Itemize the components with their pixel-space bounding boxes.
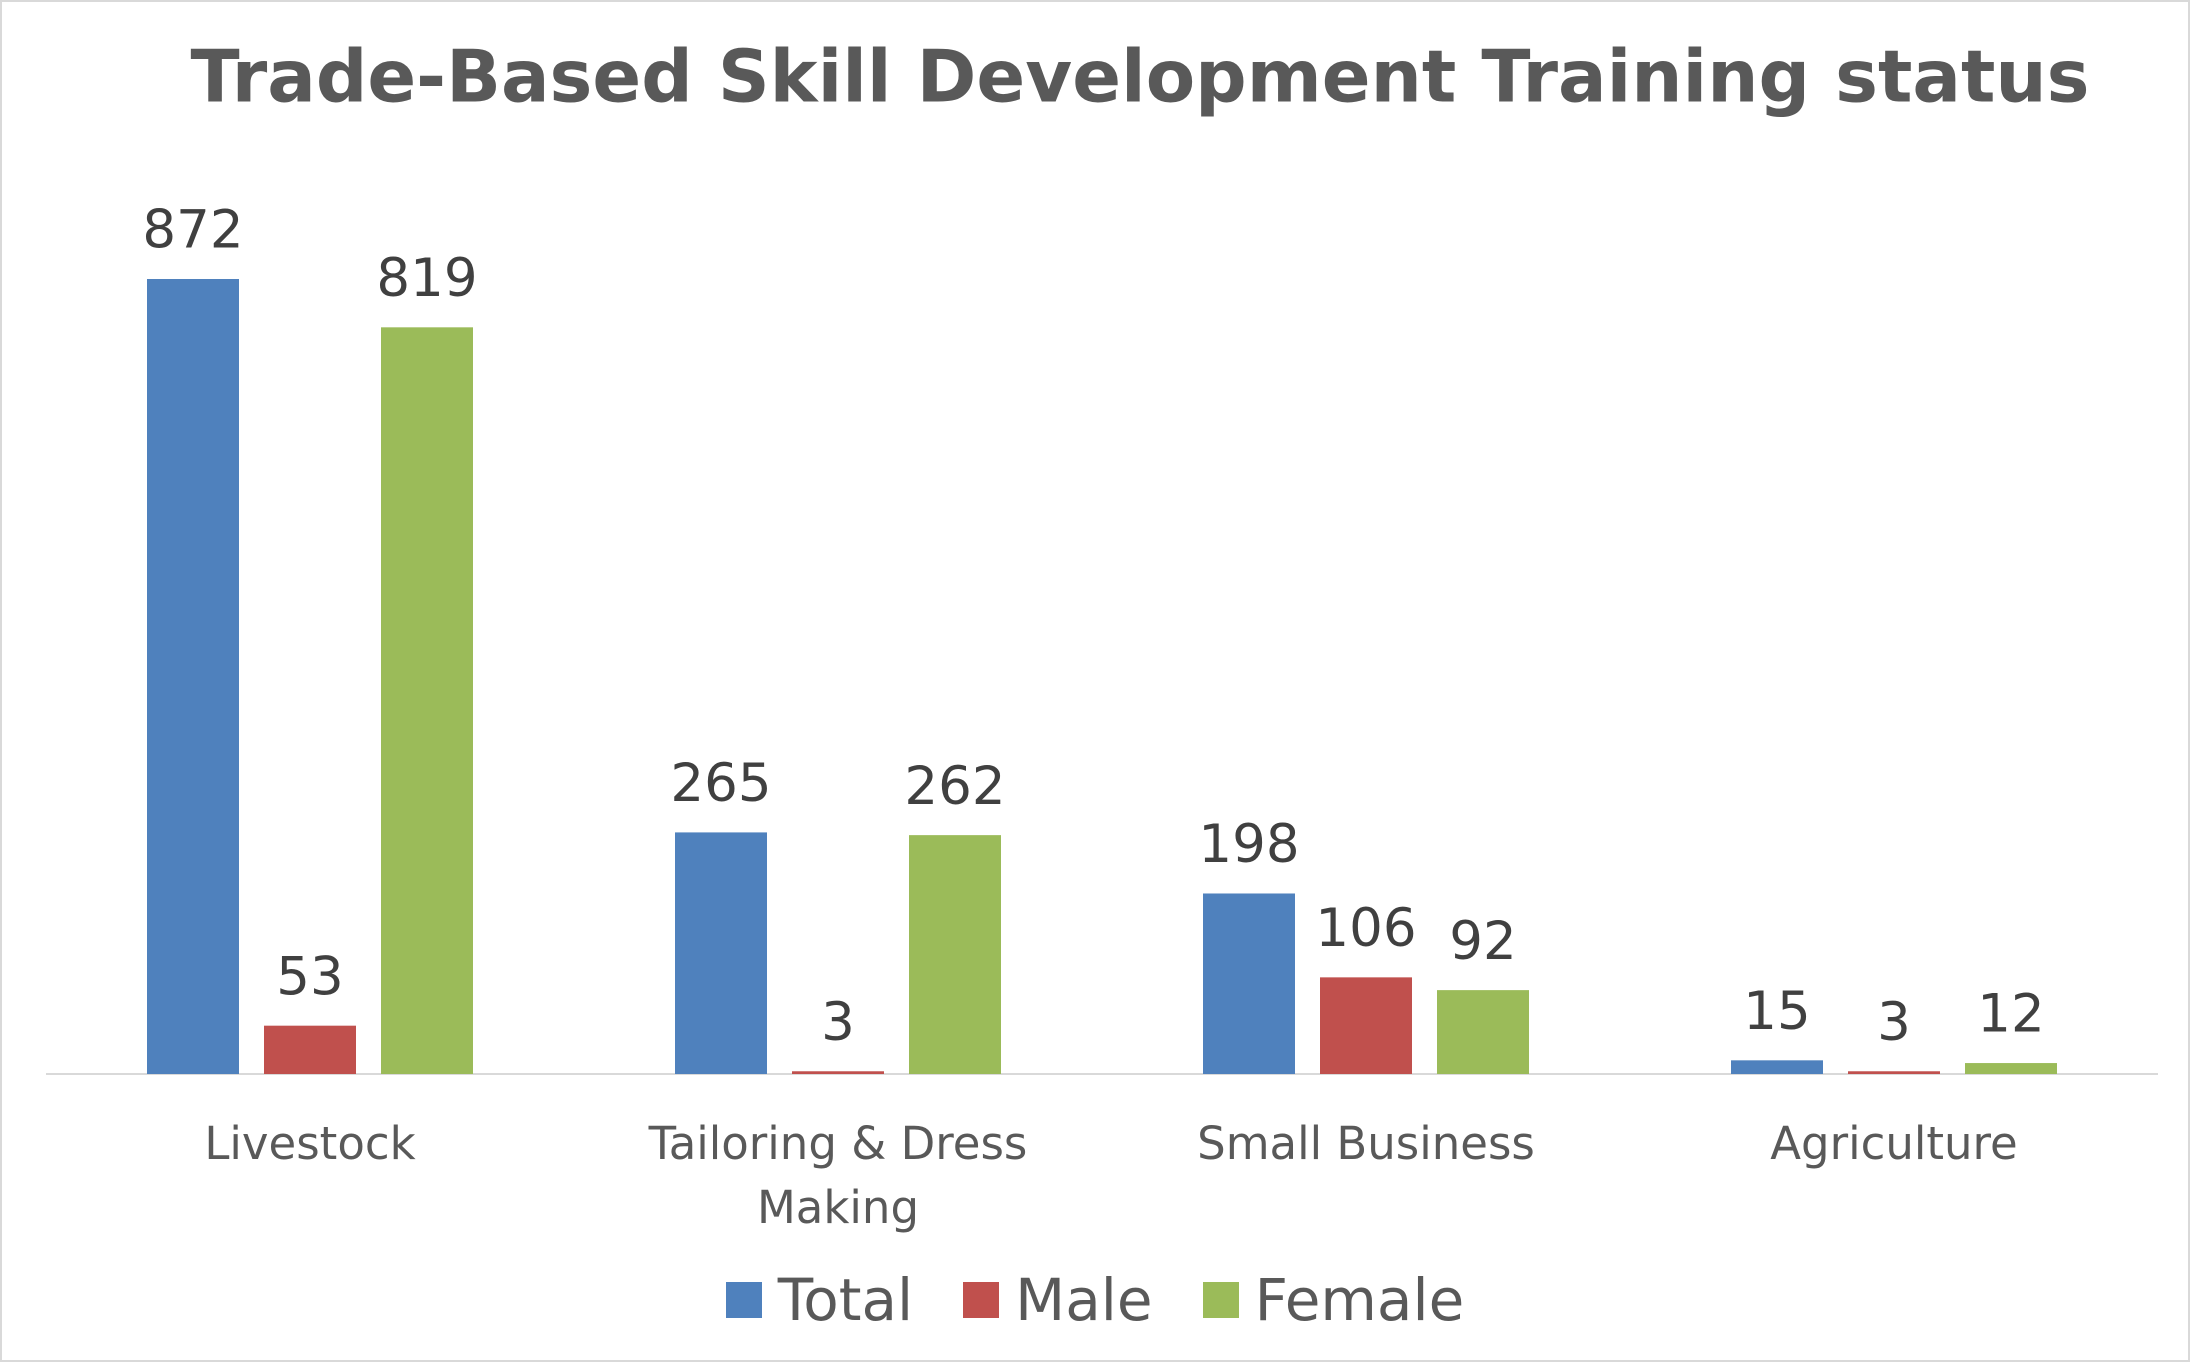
legend-swatch bbox=[963, 1282, 1000, 1318]
data-label: 265 bbox=[670, 753, 771, 814]
data-label: 15 bbox=[1743, 981, 1810, 1042]
bar bbox=[792, 1071, 884, 1074]
legend-label: Male bbox=[1015, 1266, 1153, 1334]
legend: Total Male Female bbox=[0, 1266, 2190, 1334]
bar bbox=[1965, 1063, 2057, 1074]
legend-item: Male bbox=[963, 1266, 1153, 1334]
data-label: 3 bbox=[821, 992, 855, 1053]
x-tick-label: Tailoring & Dress Making bbox=[648, 1117, 1028, 1234]
data-label: 262 bbox=[904, 756, 1005, 817]
legend-swatch bbox=[725, 1282, 762, 1318]
legend-item: Total bbox=[725, 1266, 914, 1334]
legend-item: Female bbox=[1202, 1266, 1465, 1334]
data-label: 198 bbox=[1198, 814, 1299, 875]
data-label: 872 bbox=[142, 200, 243, 261]
bar bbox=[1320, 977, 1412, 1074]
legend-swatch bbox=[1202, 1282, 1239, 1318]
data-label: 92 bbox=[1449, 911, 1516, 972]
x-tick-label: Small Business bbox=[1197, 1117, 1535, 1170]
bar bbox=[675, 832, 767, 1074]
legend-label: Total bbox=[777, 1266, 914, 1334]
data-label: 819 bbox=[376, 248, 477, 309]
data-label: 3 bbox=[1877, 992, 1911, 1053]
data-label: 53 bbox=[276, 946, 343, 1007]
chart-title: Trade-Based Skill Development Training s… bbox=[191, 35, 2090, 119]
x-tick-label: Agriculture bbox=[1770, 1117, 2018, 1170]
bar bbox=[1203, 893, 1295, 1074]
bar bbox=[1731, 1060, 1823, 1074]
bar bbox=[909, 835, 1001, 1074]
bar bbox=[1437, 990, 1529, 1074]
legend-label: Female bbox=[1254, 1266, 1465, 1334]
bar bbox=[381, 327, 473, 1074]
bar bbox=[1848, 1071, 1940, 1074]
bar bbox=[264, 1025, 356, 1074]
data-label: 12 bbox=[1977, 984, 2044, 1045]
bar bbox=[147, 279, 239, 1074]
x-tick-label: Livestock bbox=[204, 1117, 416, 1170]
data-label: 106 bbox=[1315, 898, 1416, 959]
